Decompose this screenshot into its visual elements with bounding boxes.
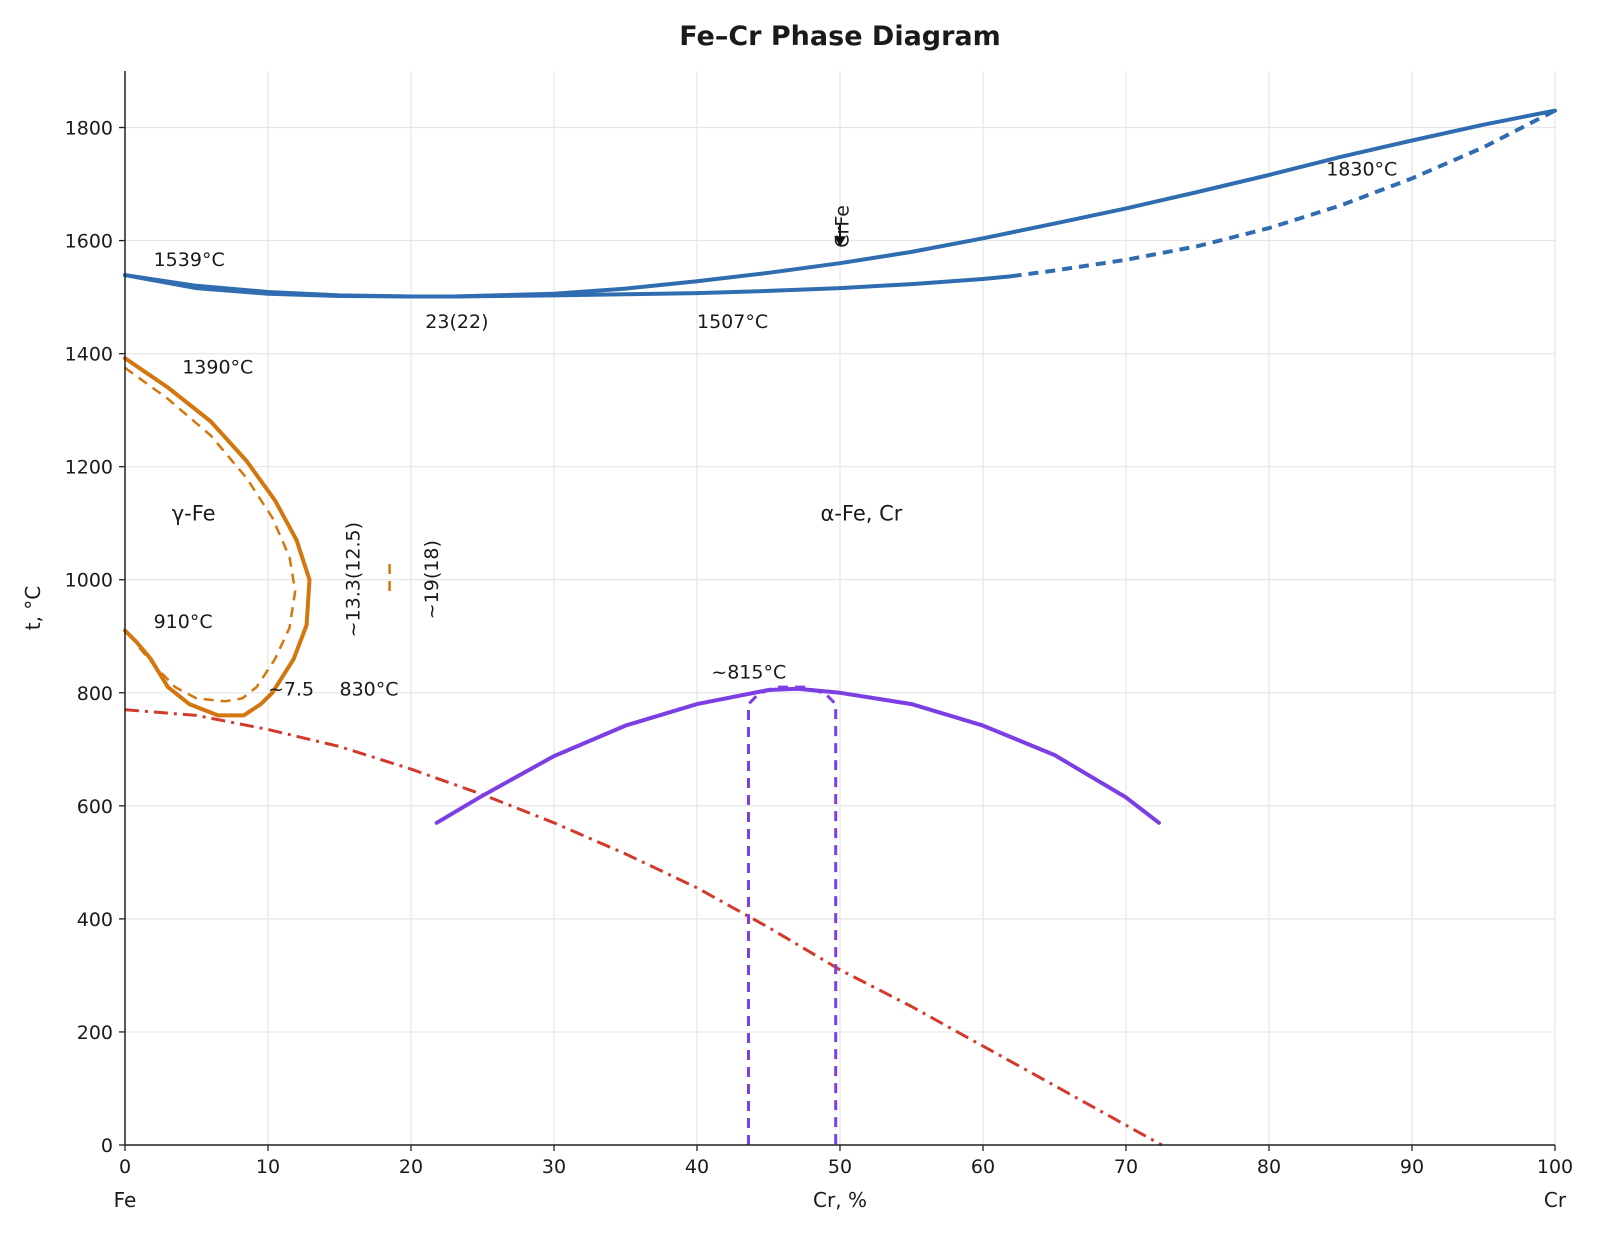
series-line-3 <box>1011 108 1556 279</box>
annotation-label: 1539°C <box>154 249 225 271</box>
x-tick-label: 30 <box>542 1156 566 1178</box>
x-end-label-fe: Fe <box>114 1188 137 1212</box>
annotation-label: ~815°C <box>711 662 786 684</box>
y-tick-label: 1800 <box>65 118 113 140</box>
annotation-label: 1830°C <box>1326 159 1397 181</box>
annotation-label: 910°C <box>154 611 213 633</box>
annotation-label: CrFe <box>832 205 854 248</box>
series-line-4 <box>123 356 312 718</box>
region-label: α-Fe, Cr <box>820 501 902 525</box>
x-tick-label: 60 <box>971 1156 995 1178</box>
x-tick-label: 90 <box>1400 1156 1424 1178</box>
annotation-label: 23(22) <box>425 311 488 333</box>
x-tick-label: 0 <box>119 1156 131 1178</box>
annotation-label: 1390°C <box>182 356 253 378</box>
series-line-5 <box>124 366 297 703</box>
series-line-7 <box>124 708 1163 1147</box>
series-line-9 <box>747 685 838 1145</box>
x-tick-label: 100 <box>1537 1156 1573 1178</box>
crfe-arrow-head <box>834 236 846 247</box>
y-tick-label: 1400 <box>65 344 113 366</box>
y-tick-label: 200 <box>77 1022 113 1044</box>
y-tick-label: 0 <box>101 1135 113 1157</box>
y-tick-label: 400 <box>77 909 113 931</box>
x-tick-label: 40 <box>685 1156 709 1178</box>
annotation-label: 1507°C <box>697 311 768 333</box>
y-tick-label: 1000 <box>65 570 113 592</box>
x-tick-label: 50 <box>828 1156 852 1178</box>
x-tick-label: 70 <box>1114 1156 1138 1178</box>
annotation-label: 830°C <box>340 679 399 701</box>
series-layer <box>123 108 1557 1147</box>
annotation-label: ~7.5 <box>268 679 314 701</box>
x-tick-label: 80 <box>1257 1156 1281 1178</box>
x-axis-title: Cr, % <box>813 1188 867 1212</box>
ticks: 0 10 20 30 40 50 60 70 80 90 100020040060080010001… <box>65 118 1573 1178</box>
annotation-label: ~13.3(12.5) <box>343 522 365 637</box>
annotation-label: ~19(18) <box>421 540 443 619</box>
y-tick-label: 800 <box>77 683 113 705</box>
y-axis-title: t, °C <box>21 586 45 631</box>
labels-layer: γ-Fe α-Fe, Cr 1539°C 23(22) 1507°C 1830°C 1390… <box>154 159 1398 701</box>
chart-title: Fe–Cr Phase Diagram <box>679 21 1001 52</box>
series-line-2 <box>123 273 1014 299</box>
x-tick-label: 10 <box>256 1156 280 1178</box>
series-line-8 <box>434 686 1161 825</box>
y-tick-label: 600 <box>77 796 113 818</box>
x-end-label-cr: Cr <box>1544 1188 1567 1212</box>
region-label: γ-Fe <box>172 501 216 525</box>
y-tick-label: 1600 <box>65 231 113 253</box>
y-tick-label: 1200 <box>65 457 113 479</box>
x-tick-label: 20 <box>399 1156 423 1178</box>
